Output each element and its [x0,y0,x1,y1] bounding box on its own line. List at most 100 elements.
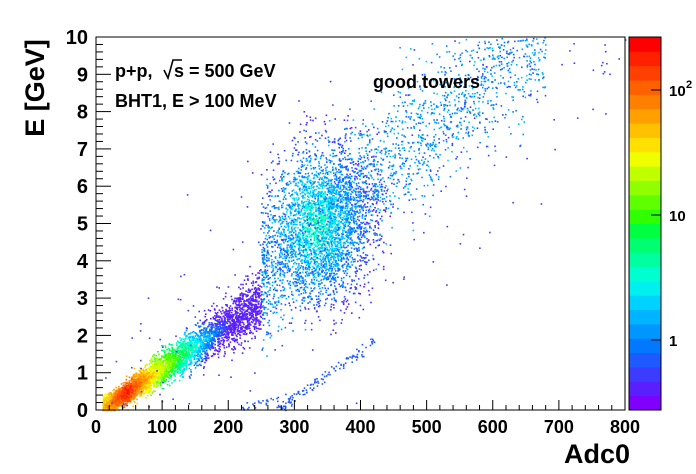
heatmap-cell [132,405,134,408]
heatmap-cell [202,339,205,341]
heatmap-cell [199,319,201,322]
heatmap-cell [131,384,134,387]
heatmap-cell [124,395,126,398]
heatmap-cell [222,334,225,336]
heatmap-cell [249,289,251,292]
heatmap-cell [192,355,194,358]
heatmap-cell [193,342,196,344]
heatmap-cell [151,381,153,384]
heatmap-cell [217,334,219,337]
heatmap-cell [248,302,250,304]
heatmap-cell [224,336,227,338]
heatmap-cell [149,389,152,391]
heatmap-cell [251,306,253,308]
heatmap-cell [198,355,200,358]
heatmap-cell [109,404,112,406]
heatmap-cell [185,358,187,360]
heatmap-cell [171,349,174,352]
heatmap-cell [137,390,139,393]
heatmap-cell [223,339,226,342]
heatmap-cell [209,336,211,339]
heatmap-cell [164,375,166,378]
heatmap-cell [169,365,171,368]
heatmap-cell [211,327,213,330]
heatmap-cell [207,337,209,340]
heatmap-cell [175,354,178,357]
heatmap-cell [180,339,182,341]
heatmap-cell [122,404,124,407]
heatmap-cell [177,358,179,360]
heatmap-cell [222,331,224,334]
heatmap-cell [231,332,233,335]
heatmap-cell [193,347,195,349]
heatmap-cell [214,343,216,346]
heatmap-cell [139,395,141,397]
heatmap-cell [154,370,157,372]
heatmap-cell [159,382,162,384]
heatmap-cell [221,321,223,323]
heatmap-cell [241,297,244,299]
heatmap-cell [218,287,220,289]
heatmap-cell [124,381,126,384]
heatmap-cell [220,328,222,330]
heatmap-cell [115,389,117,392]
heatmap-cell [199,354,201,357]
heatmap-cell [221,317,223,320]
heatmap-cell [110,396,112,398]
heatmap-cell [237,321,239,323]
heatmap-cell [253,306,256,309]
heatmap-cell [227,334,229,337]
heatmap-cell [258,293,260,295]
heatmap-cell [126,402,128,404]
heatmap-cell [171,362,174,365]
heatmap-cell [177,360,179,362]
heatmap-cell [209,348,212,351]
heatmap-cell [145,370,148,373]
heatmap-cell [133,395,135,398]
heatmap-cell [205,345,207,347]
heatmap-cell [170,356,173,358]
heatmap-cell [126,382,128,384]
heatmap-cell [107,392,110,395]
heatmap-cell [136,398,138,401]
heatmap-cell [179,353,181,356]
heatmap-cell [156,368,159,370]
heatmap-cell [205,356,208,358]
heatmap-cell [253,323,256,325]
heatmap-cell [120,391,123,393]
heatmap-cell [158,369,160,371]
heatmap-cell [245,325,247,328]
heatmap-cell [238,322,241,325]
heatmap-cell [125,379,128,381]
heatmap-cell [252,280,254,283]
heatmap-cell [196,364,198,367]
heatmap-cell [224,325,226,328]
heatmap-cell [148,388,150,390]
heatmap-cell [102,396,105,398]
heatmap-cell [173,380,175,382]
heatmap-cell [250,302,252,304]
heatmap-cell [143,385,146,388]
heatmap-cell [206,340,209,342]
heatmap-cell [200,329,203,332]
heatmap-cell [117,387,120,390]
heatmap-cell [160,380,163,383]
heatmap-cell [177,365,180,368]
heatmap-cell [136,382,138,385]
heatmap-cell [116,399,119,402]
heatmap-cell [235,299,238,302]
heatmap-cell [230,326,232,329]
heatmap-cell [251,337,253,340]
heatmap-cell [203,343,206,345]
heatmap-cell [148,386,151,389]
heatmap-cell [251,294,254,297]
heatmap-cell [242,287,244,289]
heatmap-cell [174,356,176,358]
heatmap-cell [161,355,163,357]
heatmap-cell [240,328,242,330]
heatmap-cell [163,381,165,384]
heatmap-cell [138,381,141,384]
heatmap-cell [146,386,149,388]
heatmap-cell [238,301,241,304]
heatmap-cell [169,374,172,377]
